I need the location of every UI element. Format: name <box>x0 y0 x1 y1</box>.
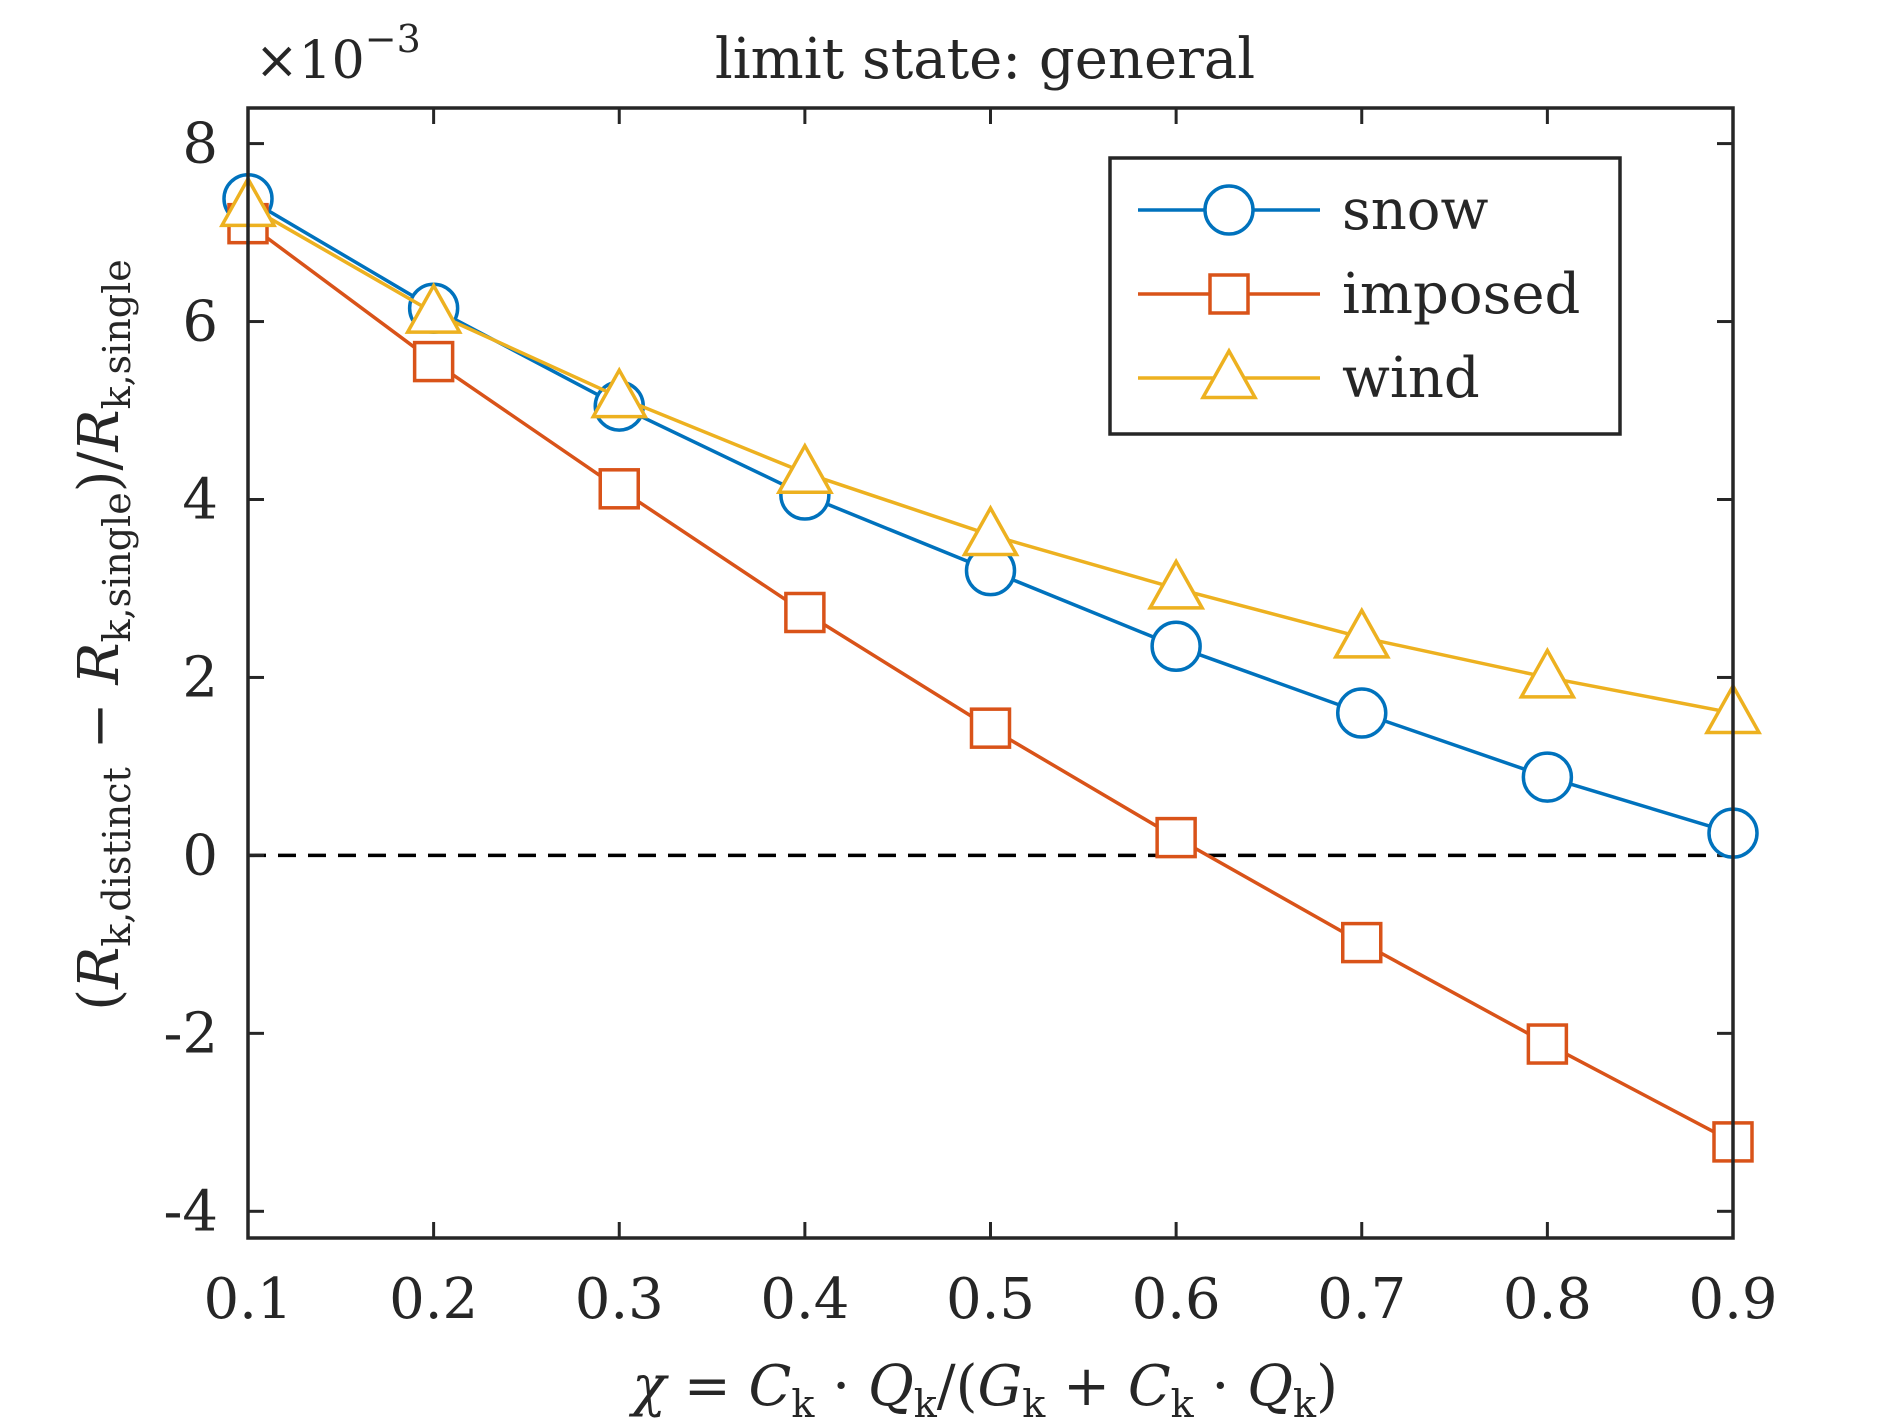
y-tick-label: 8 <box>182 112 218 177</box>
y-tick-label: -4 <box>163 1179 218 1244</box>
x-tick-label: 0.6 <box>1132 1267 1221 1332</box>
x-tick-label: 0.7 <box>1317 1267 1406 1332</box>
data-point-wind <box>961 504 1020 557</box>
data-point-imposed <box>1526 1023 1569 1065</box>
x-tick-label: 0.5 <box>946 1267 1035 1332</box>
x-tick-label: 0.3 <box>575 1267 664 1332</box>
data-point-snow <box>1336 687 1388 739</box>
y-tick-label: 4 <box>182 467 218 532</box>
x-label-g: G <box>978 1354 1023 1419</box>
y-exponent-base: ×10 <box>255 31 365 91</box>
x-axis-label: χ = Ck · Qk/(Gk + Ck · Qk) <box>628 1354 1338 1419</box>
y-label-open: ( <box>67 989 132 1011</box>
x-label-prefix: χ = <box>628 1354 748 1419</box>
legend-label-imposed: imposed <box>1342 262 1580 327</box>
y-label-sub3: k,single <box>95 259 139 409</box>
chart-title: limit state: general <box>715 27 1255 92</box>
x-tick-label: 0.8 <box>1503 1267 1592 1332</box>
y-exponent-power: −3 <box>365 17 421 61</box>
x-label-q2: Q <box>1247 1354 1293 1419</box>
y-axis-label: (Rk,distinct − Rk,single)/Rk,single <box>67 259 139 1011</box>
y-tick-label: -2 <box>163 1001 218 1066</box>
plot-area: 0.1 0.2 0.3 0.4 0.5 0.6 0.7 0.8 0.9 -4 -2 0 2 4 6 8 snow… <box>163 106 1778 1332</box>
legend-marker-imposed <box>1208 273 1250 315</box>
x-label-c1: C <box>749 1354 792 1419</box>
y-tick-label: 0 <box>182 823 218 888</box>
legend: snow imposed wind <box>1108 156 1622 436</box>
legend-label-wind: wind <box>1342 346 1480 411</box>
x-label-dot2: · <box>1194 1354 1247 1419</box>
data-point-imposed <box>784 591 826 634</box>
y-label-minus: − <box>67 685 132 768</box>
x-label-q1: Q <box>868 1354 914 1419</box>
y-label-r1: R <box>67 947 132 990</box>
x-tick-label: 0.1 <box>203 1267 292 1332</box>
data-point-imposed <box>969 707 1012 749</box>
y-tick-label: 2 <box>182 645 218 710</box>
x-label-sub5: k <box>1293 1382 1317 1419</box>
x-tick-label: 0.4 <box>760 1267 849 1332</box>
x-label-plus: + <box>1045 1354 1128 1419</box>
x-label-sub2: k <box>914 1382 938 1419</box>
legend-marker-snow <box>1203 184 1255 236</box>
x-label-close: ) <box>1316 1354 1338 1419</box>
data-point-imposed <box>1155 816 1197 859</box>
axes-frame <box>246 106 1735 1240</box>
x-label-sub1: k <box>791 1382 815 1419</box>
x-label-sub4: k <box>1171 1382 1195 1419</box>
x-label-open: /( <box>937 1354 978 1419</box>
data-point-wind <box>1332 606 1391 659</box>
data-point-wind <box>590 366 649 419</box>
data-point-wind <box>404 282 463 334</box>
x-label-dot1: · <box>814 1354 867 1419</box>
x-label-c2: C <box>1128 1354 1171 1419</box>
data-point-wind <box>1518 646 1577 699</box>
x-tick-label: 0.2 <box>389 1267 478 1332</box>
x-label-sub3: k <box>1022 1382 1046 1419</box>
x-tick-label: 0.9 <box>1688 1267 1777 1332</box>
y-label-r3: R <box>67 409 132 452</box>
data-point-imposed <box>598 468 640 510</box>
data-point-imposed <box>412 340 455 383</box>
y-label-close: )/ <box>67 451 132 492</box>
legend-marker-wind <box>1200 347 1258 400</box>
y-label-sub2: k,single <box>95 492 139 642</box>
data-point-snow <box>1150 620 1202 673</box>
y-label-sub1: k,distinct <box>95 767 139 947</box>
data-point-imposed <box>1341 921 1383 964</box>
y-label-r2: R <box>67 643 132 686</box>
y-exponent-label: ×10−3 <box>255 17 421 91</box>
data-point-wind <box>775 442 834 494</box>
series-wind <box>219 175 1762 735</box>
data-point-wind <box>1147 557 1206 610</box>
data-point-snow <box>1521 751 1574 803</box>
y-tick-label: 6 <box>182 290 218 355</box>
legend-box <box>1108 156 1622 436</box>
legend-label-snow: snow <box>1342 178 1489 243</box>
